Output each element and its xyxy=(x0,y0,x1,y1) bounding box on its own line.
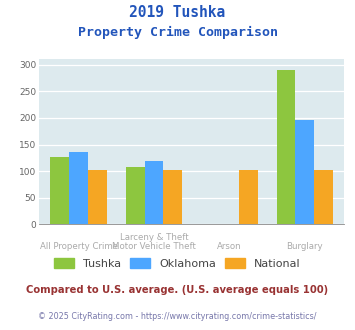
Bar xyxy=(50,157,69,224)
Bar xyxy=(163,170,182,224)
Text: Property Crime Comparison: Property Crime Comparison xyxy=(77,26,278,40)
Bar xyxy=(126,167,144,224)
Bar xyxy=(69,152,88,224)
Text: © 2025 CityRating.com - https://www.cityrating.com/crime-statistics/: © 2025 CityRating.com - https://www.city… xyxy=(38,312,317,321)
Text: Compared to U.S. average. (U.S. average equals 100): Compared to U.S. average. (U.S. average … xyxy=(26,285,329,295)
Text: Burglary: Burglary xyxy=(286,242,323,251)
Bar xyxy=(144,160,163,224)
Bar xyxy=(239,170,258,224)
Bar xyxy=(88,170,107,224)
Legend: Tushka, Oklahoma, National: Tushka, Oklahoma, National xyxy=(54,258,301,269)
Bar xyxy=(314,170,333,224)
Text: Larceny & Theft: Larceny & Theft xyxy=(120,233,188,242)
Bar xyxy=(295,119,314,224)
Text: All Property Crime: All Property Crime xyxy=(39,242,118,251)
Text: 2019 Tushka: 2019 Tushka xyxy=(129,5,226,20)
Text: Motor Vehicle Theft: Motor Vehicle Theft xyxy=(112,242,196,251)
Bar xyxy=(277,70,295,224)
Text: Arson: Arson xyxy=(217,242,242,251)
